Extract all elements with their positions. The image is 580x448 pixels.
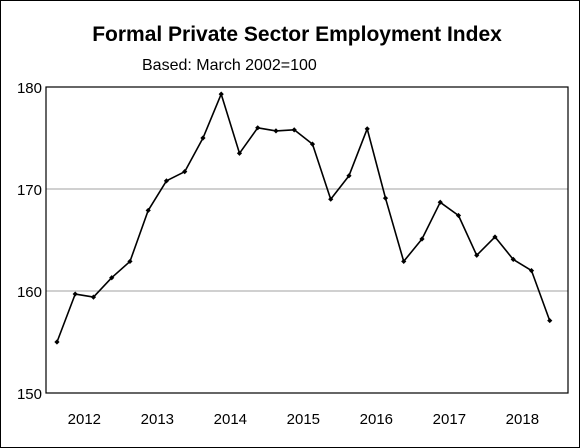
- x-tick-label-2014: 2014: [214, 411, 247, 428]
- data-point-16: [346, 173, 352, 179]
- data-point-2: [90, 294, 97, 300]
- data-point-10: [236, 150, 243, 156]
- chart-subtitle: Based: March 2002=100: [142, 57, 317, 74]
- chart-title: Formal Private Sector Employment Index: [92, 23, 502, 46]
- data-point-14: [309, 141, 316, 147]
- data-point-25: [510, 256, 516, 262]
- y-tick-label-160: 160: [17, 284, 42, 301]
- y-tick-label-170: 170: [17, 182, 42, 199]
- data-point-27: [547, 317, 553, 324]
- data-point-20: [419, 236, 425, 242]
- plot-area: [45, 86, 569, 394]
- data-point-17: [364, 126, 370, 132]
- x-tick-label-2015: 2015: [287, 411, 320, 428]
- data-point-8: [200, 135, 206, 141]
- data-point-3: [109, 275, 115, 281]
- data-point-6: [163, 178, 170, 184]
- data-point-12: [273, 128, 279, 134]
- y-tick-label-150: 150: [17, 386, 42, 403]
- data-point-7: [182, 169, 188, 175]
- x-tick-label-2013: 2013: [141, 411, 174, 428]
- x-tick-label-2012: 2012: [68, 411, 101, 428]
- data-point-26: [528, 268, 535, 274]
- y-tick-label-180: 180: [17, 80, 42, 97]
- series-line-0: [56, 93, 551, 343]
- data-point-22: [455, 212, 462, 219]
- data-point-1: [72, 291, 78, 297]
- x-tick-label-2016: 2016: [360, 411, 393, 428]
- x-tick-label-2017: 2017: [433, 411, 466, 428]
- data-point-0: [54, 339, 60, 345]
- data-point-24: [492, 234, 498, 240]
- data-point-21: [437, 199, 443, 205]
- data-point-9: [218, 91, 224, 97]
- data-point-15: [328, 196, 334, 202]
- data-point-19: [401, 258, 407, 265]
- data-point-18: [382, 195, 389, 201]
- data-point-5: [145, 207, 151, 214]
- data-point-11: [255, 125, 261, 131]
- x-tick-label-2018: 2018: [506, 411, 539, 428]
